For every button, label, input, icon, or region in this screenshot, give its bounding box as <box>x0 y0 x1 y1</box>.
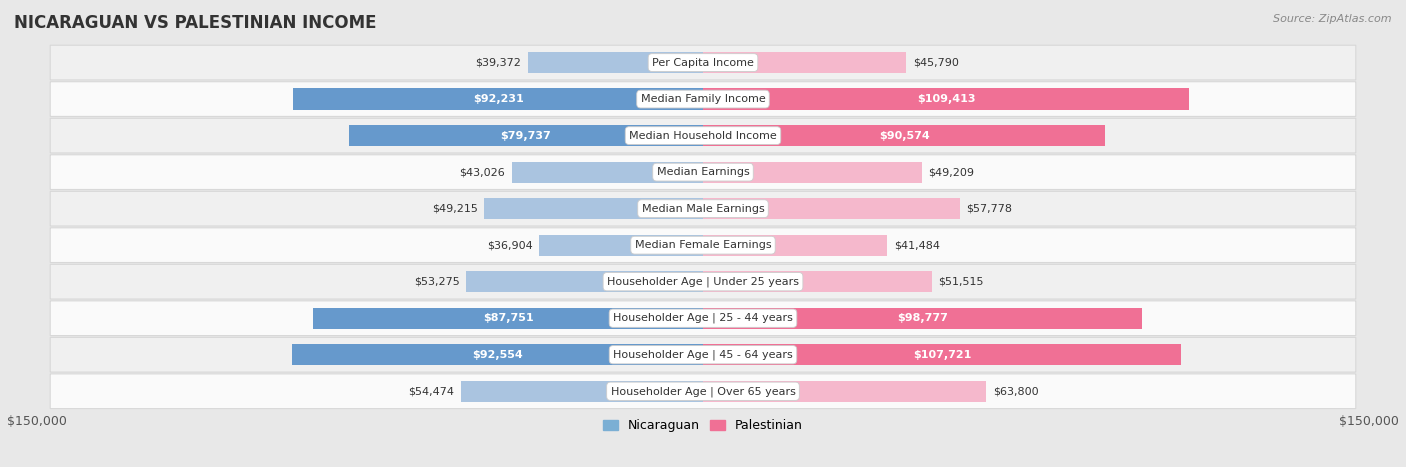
FancyBboxPatch shape <box>51 337 1355 372</box>
Text: $41,484: $41,484 <box>894 240 939 250</box>
Bar <box>485 198 703 219</box>
Text: Source: ZipAtlas.com: Source: ZipAtlas.com <box>1274 14 1392 24</box>
Text: Householder Age | 45 - 64 years: Householder Age | 45 - 64 years <box>613 349 793 360</box>
Text: $36,904: $36,904 <box>486 240 533 250</box>
Text: NICARAGUAN VS PALESTINIAN INCOME: NICARAGUAN VS PALESTINIAN INCOME <box>14 14 377 32</box>
Bar <box>314 308 703 329</box>
Text: Median Household Income: Median Household Income <box>628 131 778 141</box>
Text: $45,790: $45,790 <box>912 57 959 68</box>
Text: Householder Age | Under 25 years: Householder Age | Under 25 years <box>607 276 799 287</box>
Text: $63,800: $63,800 <box>993 386 1039 396</box>
FancyBboxPatch shape <box>51 82 1355 116</box>
FancyBboxPatch shape <box>51 301 1355 336</box>
Text: Householder Age | Over 65 years: Householder Age | Over 65 years <box>610 386 796 396</box>
Bar <box>703 88 1189 110</box>
Bar <box>292 344 703 365</box>
Bar <box>294 88 703 110</box>
Bar <box>349 125 703 146</box>
Text: $92,231: $92,231 <box>472 94 523 104</box>
Bar <box>703 198 959 219</box>
Bar <box>703 162 921 183</box>
Bar <box>703 125 1105 146</box>
Text: $92,554: $92,554 <box>472 350 523 360</box>
FancyBboxPatch shape <box>51 155 1355 190</box>
Text: $53,275: $53,275 <box>413 276 460 287</box>
Bar <box>703 308 1142 329</box>
Text: $51,515: $51,515 <box>938 276 984 287</box>
Bar <box>703 52 907 73</box>
Text: Median Male Earnings: Median Male Earnings <box>641 204 765 213</box>
Bar <box>529 52 703 73</box>
Text: Median Female Earnings: Median Female Earnings <box>634 240 772 250</box>
Bar <box>512 162 703 183</box>
Text: $49,215: $49,215 <box>432 204 478 213</box>
FancyBboxPatch shape <box>51 374 1355 409</box>
Bar <box>703 381 987 402</box>
FancyBboxPatch shape <box>51 118 1355 153</box>
Bar <box>467 271 703 292</box>
Text: $57,778: $57,778 <box>966 204 1012 213</box>
FancyBboxPatch shape <box>51 228 1355 262</box>
Text: $39,372: $39,372 <box>475 57 522 68</box>
Text: $54,474: $54,474 <box>408 386 454 396</box>
Text: $98,777: $98,777 <box>897 313 948 323</box>
Text: $107,721: $107,721 <box>912 350 972 360</box>
Text: $49,209: $49,209 <box>928 167 974 177</box>
Text: $90,574: $90,574 <box>879 131 929 141</box>
Text: Householder Age | 25 - 44 years: Householder Age | 25 - 44 years <box>613 313 793 324</box>
FancyBboxPatch shape <box>51 191 1355 226</box>
FancyBboxPatch shape <box>51 264 1355 299</box>
Text: $109,413: $109,413 <box>917 94 976 104</box>
Bar <box>703 344 1181 365</box>
Text: Median Earnings: Median Earnings <box>657 167 749 177</box>
FancyBboxPatch shape <box>51 45 1355 80</box>
Text: $79,737: $79,737 <box>501 131 551 141</box>
Bar <box>703 234 887 256</box>
Bar <box>703 271 932 292</box>
Text: $87,751: $87,751 <box>482 313 533 323</box>
Bar <box>461 381 703 402</box>
Text: $43,026: $43,026 <box>460 167 505 177</box>
Text: Median Family Income: Median Family Income <box>641 94 765 104</box>
Legend: Nicaraguan, Palestinian: Nicaraguan, Palestinian <box>603 419 803 432</box>
Bar <box>538 234 703 256</box>
Text: Per Capita Income: Per Capita Income <box>652 57 754 68</box>
